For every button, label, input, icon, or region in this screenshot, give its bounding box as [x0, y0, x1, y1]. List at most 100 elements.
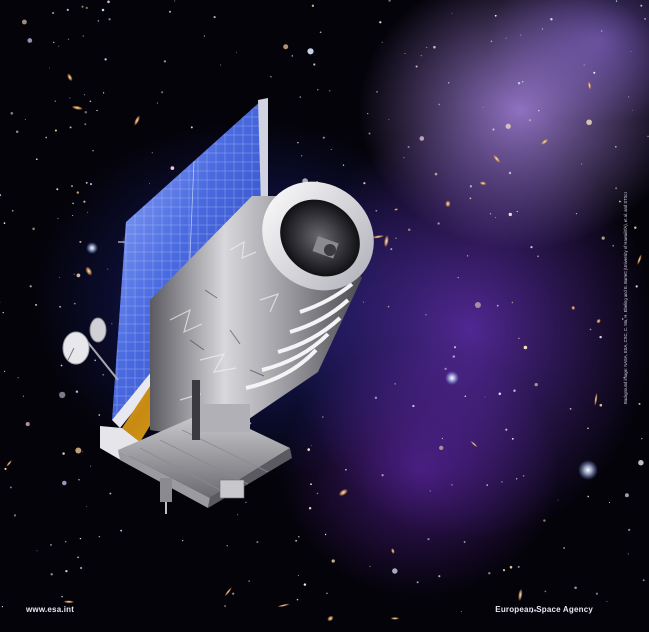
star — [447, 81, 450, 84]
star — [469, 197, 472, 200]
star — [464, 395, 467, 398]
galaxy — [587, 81, 592, 90]
star — [624, 493, 629, 498]
star — [190, 126, 193, 129]
galaxy — [445, 200, 451, 208]
star — [612, 244, 615, 247]
galaxy — [327, 615, 334, 622]
star — [331, 559, 335, 563]
star — [161, 91, 164, 94]
star — [517, 565, 520, 568]
star — [375, 209, 378, 212]
star — [25, 422, 30, 427]
star — [220, 64, 222, 66]
star — [69, 97, 71, 99]
star — [367, 112, 369, 115]
star — [324, 533, 327, 536]
star — [388, 119, 390, 120]
star — [531, 611, 533, 613]
star — [511, 301, 514, 304]
star — [1, 605, 4, 608]
star — [27, 38, 33, 43]
website-label: www.esa.int — [26, 605, 75, 614]
star — [107, 0, 110, 4]
star — [86, 505, 88, 507]
star — [416, 581, 419, 584]
star — [256, 541, 259, 544]
star — [644, 18, 646, 20]
star — [615, 187, 618, 190]
star — [415, 65, 418, 68]
star — [168, 10, 172, 13]
star — [73, 273, 75, 275]
star — [163, 60, 166, 63]
star — [457, 276, 459, 279]
star — [65, 569, 68, 573]
star — [501, 481, 503, 483]
star — [541, 28, 544, 30]
galaxy — [224, 586, 233, 597]
star — [634, 226, 637, 229]
star — [76, 191, 80, 194]
star — [466, 255, 469, 257]
star — [392, 568, 398, 574]
star — [342, 164, 345, 166]
star — [77, 556, 79, 559]
star — [54, 129, 57, 132]
star — [308, 507, 312, 510]
star — [0, 301, 1, 303]
star — [376, 91, 378, 93]
star — [67, 38, 70, 40]
star — [381, 474, 384, 477]
star — [502, 568, 506, 572]
star — [615, 0, 618, 2]
galaxy — [71, 105, 84, 111]
galaxy — [85, 266, 93, 276]
star — [151, 152, 153, 154]
star — [4, 370, 6, 372]
star — [322, 136, 325, 139]
star — [451, 484, 453, 486]
galaxy — [371, 234, 385, 239]
star — [635, 285, 638, 288]
telescope-aperture — [262, 181, 374, 291]
star — [22, 395, 25, 397]
star — [83, 200, 86, 203]
star — [64, 540, 67, 543]
star — [61, 595, 64, 598]
star — [82, 451, 84, 453]
star — [388, 0, 391, 2]
euclid-spacecraft — [62, 98, 374, 514]
star — [319, 31, 322, 34]
star — [630, 50, 632, 52]
galaxy — [66, 73, 73, 82]
agency-label: European Space Agency — [495, 605, 593, 614]
star — [203, 35, 205, 37]
star — [96, 109, 98, 112]
star — [581, 163, 583, 165]
star — [489, 212, 492, 215]
galaxy — [470, 440, 478, 448]
star — [463, 541, 466, 543]
star — [109, 492, 112, 495]
star — [628, 528, 631, 532]
star — [451, 12, 453, 14]
star — [111, 323, 113, 325]
star — [550, 18, 553, 21]
service-module — [118, 380, 292, 514]
star — [73, 302, 76, 305]
star — [403, 157, 405, 159]
star — [79, 240, 82, 243]
star — [599, 403, 603, 407]
star — [482, 106, 484, 108]
star — [156, 102, 158, 104]
star — [498, 392, 502, 396]
galaxy — [383, 234, 389, 248]
star — [236, 51, 237, 53]
star — [505, 37, 507, 39]
star — [321, 416, 324, 418]
star — [495, 217, 497, 219]
star — [301, 155, 303, 157]
star — [599, 335, 602, 339]
star — [426, 46, 428, 49]
